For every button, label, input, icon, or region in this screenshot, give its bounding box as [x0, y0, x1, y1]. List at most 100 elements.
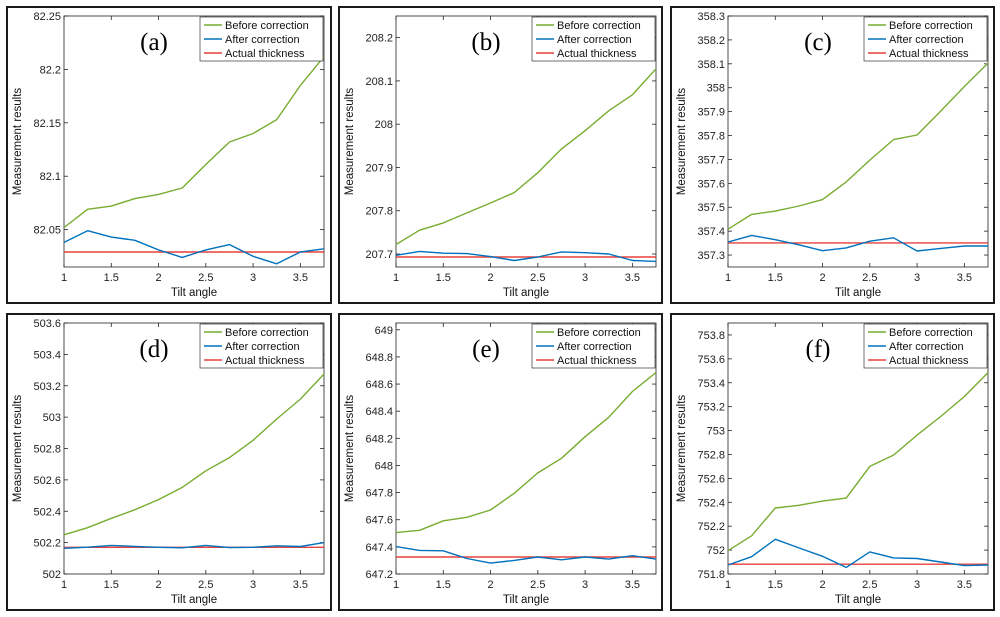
x-tick-label: 3.5	[957, 579, 972, 591]
series-line-after-correction	[727, 538, 989, 569]
subplot-title: (d)	[139, 336, 168, 363]
legend-label: Actual thickness	[557, 48, 637, 60]
x-tick-label: 1	[725, 579, 731, 591]
x-axis-label: Tilt angle	[503, 287, 549, 299]
series-line-after-correction	[395, 545, 657, 564]
y-tick-label: 82.2	[40, 64, 61, 76]
y-tick-label: 358.2	[697, 35, 725, 47]
y-tick-label: 503.4	[33, 349, 61, 361]
legend-label: After correction	[557, 34, 632, 46]
subplot-title: (f)	[806, 336, 831, 363]
chart-panel-f: 1 1.5 2 2.5 3 3.5 751.8 752 752.2 752.4 752.6 752.8…	[670, 313, 995, 611]
legend-label: Actual thickness	[889, 48, 969, 60]
chart-panel-a: 1 1.5 2 2.5 3 3.5 82.05 82.1 82.15 82.2 82.25 Tilt …	[6, 6, 332, 304]
subplot-title: (c)	[804, 29, 832, 56]
x-tick-label: 3.5	[293, 579, 308, 591]
x-tick-label: 3.5	[625, 272, 640, 284]
y-tick-label: 82.05	[33, 225, 61, 237]
subplot-title: (e)	[472, 336, 500, 363]
y-tick-label: 648	[375, 460, 393, 472]
y-tick-label: 357.4	[697, 226, 725, 238]
x-tick-label: 3.5	[957, 272, 972, 284]
x-tick-label: 2	[487, 579, 493, 591]
series-line-before-correction	[727, 62, 989, 230]
x-tick-label: 2.5	[530, 272, 545, 284]
legend-label: Actual thickness	[225, 355, 305, 367]
series-line-before-correction	[395, 68, 657, 246]
y-tick-label: 647.4	[365, 542, 393, 554]
x-tick-label: 1.5	[768, 579, 783, 591]
y-tick-label: 357.7	[697, 154, 725, 166]
y-tick-label: 358	[707, 83, 725, 95]
y-tick-label: 503.6	[33, 318, 61, 330]
y-tick-label: 82.1	[40, 171, 61, 183]
x-tick-label: 2.5	[198, 272, 213, 284]
y-tick-label: 752.8	[697, 449, 725, 461]
y-tick-label: 357.8	[697, 131, 725, 143]
x-axis-label: Tilt angle	[503, 594, 549, 606]
legend: Before correction After correction Actual …	[199, 16, 324, 62]
y-tick-label: 357.3	[697, 250, 725, 262]
y-tick-label: 208	[375, 119, 393, 131]
series-line-before-correction	[63, 56, 325, 229]
y-tick-label: 753.4	[697, 378, 725, 390]
y-tick-label: 503	[43, 412, 61, 424]
y-tick-label: 648.8	[365, 352, 393, 364]
y-tick-label: 751.8	[697, 569, 725, 581]
legend-label: After correction	[889, 341, 964, 353]
x-tick-label: 3.5	[293, 272, 308, 284]
chart-panel-c: 1 1.5 2 2.5 3 3.5 357.3 357.4 357.5 357.6 357.7 357…	[670, 6, 995, 304]
y-tick-label: 502.8	[33, 444, 61, 456]
x-tick-label: 3	[582, 272, 588, 284]
y-tick-label: 207.8	[365, 206, 393, 218]
y-tick-label: 357.9	[697, 107, 725, 119]
x-tick-label: 3	[914, 579, 920, 591]
x-tick-label: 1.5	[436, 579, 451, 591]
chart-svg: 1 1.5 2 2.5 3 3.5 647.2 647.4 647.6 647.8 648 648.2…	[344, 322, 657, 606]
chart-svg: 1 1.5 2 2.5 3 3.5 357.3 357.4 357.5 357.6 357.7 357…	[676, 11, 989, 299]
legend-label: Before correction	[889, 327, 973, 339]
y-tick-label: 648.4	[365, 406, 393, 418]
y-tick-label: 82.15	[33, 118, 61, 130]
y-tick-label: 753.2	[697, 402, 725, 414]
x-tick-label: 2.5	[530, 579, 545, 591]
y-axis-label: Measurement results	[676, 395, 688, 503]
chart-panel-b: 1 1.5 2 2.5 3 3.5 207.7 207.8 207.9 208 208.1 208.2…	[338, 6, 663, 304]
legend: Before correction After correction Actual …	[199, 323, 324, 369]
x-tick-label: 2	[155, 579, 161, 591]
x-tick-label: 2.5	[198, 579, 213, 591]
series-line-after-correction	[63, 229, 325, 265]
y-tick-label: 752.4	[697, 497, 725, 509]
x-tick-label: 1.5	[104, 272, 119, 284]
legend-label: Before correction	[225, 327, 309, 339]
y-tick-label: 503.2	[33, 381, 61, 393]
legend-label: Before correction	[557, 20, 641, 32]
x-tick-label: 1.5	[104, 579, 119, 591]
subplot-title: (b)	[471, 29, 500, 56]
x-tick-label: 1	[393, 579, 399, 591]
y-tick-label: 648.6	[365, 379, 393, 391]
x-axis-label: Tilt angle	[835, 287, 881, 299]
x-axis-label: Tilt angle	[835, 594, 881, 606]
chart-svg: 1 1.5 2 2.5 3 3.5 82.05 82.1 82.15 82.2 82.25 Tilt …	[12, 11, 325, 299]
x-tick-label: 1	[393, 272, 399, 284]
y-tick-label: 357.6	[697, 178, 725, 190]
x-tick-label: 3	[250, 579, 256, 591]
y-tick-label: 502.4	[33, 506, 61, 518]
y-tick-label: 753.8	[697, 330, 725, 342]
y-axis-label: Measurement results	[12, 395, 24, 503]
x-tick-label: 3	[914, 272, 920, 284]
chart-svg: 1 1.5 2 2.5 3 3.5 207.7 207.8 207.9 208 208.1 208.2…	[344, 15, 657, 299]
legend-label: After correction	[225, 341, 300, 353]
y-tick-label: 649	[375, 325, 393, 337]
subplot-title: (a)	[140, 29, 168, 56]
x-tick-label: 1	[61, 272, 67, 284]
legend: Before correction After correction Actual …	[531, 16, 656, 62]
x-tick-label: 1	[725, 272, 731, 284]
y-tick-label: 358.1	[697, 59, 725, 71]
legend-label: Actual thickness	[557, 355, 637, 367]
legend-label: Before correction	[889, 20, 973, 32]
legend-label: Actual thickness	[225, 48, 305, 60]
y-tick-label: 208.2	[365, 33, 393, 45]
legend: Before correction After correction Actual …	[531, 323, 656, 369]
